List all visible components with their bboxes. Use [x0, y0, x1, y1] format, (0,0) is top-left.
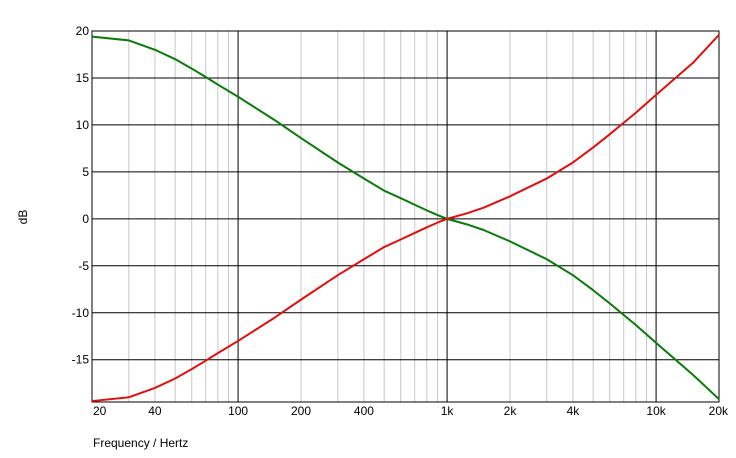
y-tick-label: -5 — [78, 259, 89, 273]
major-grid — [92, 30, 719, 402]
x-tick-label: 1k — [441, 404, 455, 418]
x-tick-label: 100 — [228, 404, 248, 418]
plot-frame — [91, 30, 720, 403]
x-tick-label: 20 — [93, 404, 107, 418]
x-tick-label: 4k — [567, 404, 581, 418]
series-layer — [91, 34, 720, 403]
y-tick-label: 0 — [82, 212, 89, 226]
x-tick-label: 2k — [504, 404, 518, 418]
series-line-1 — [91, 35, 720, 400]
x-tick-label: 20k — [709, 404, 729, 418]
x-axis-label: Frequency / Hertz — [93, 436, 188, 450]
y-tick-label: 5 — [82, 165, 89, 179]
y-tick-label: -15 — [72, 353, 90, 367]
x-tick-label: 400 — [354, 404, 374, 418]
y-tick-label: 20 — [76, 24, 90, 38]
y-tick-label: 10 — [76, 118, 90, 132]
y-tick-labels: 20 15 10 5 0 -5 -10 -15 — [72, 24, 90, 367]
y-tick-label: -10 — [72, 306, 90, 320]
y-tick-label: 15 — [76, 71, 90, 85]
x-tick-label: 40 — [148, 404, 162, 418]
y-axis-label: dB — [16, 210, 30, 225]
minor-grid — [128, 31, 648, 402]
x-tick-label: 200 — [291, 404, 311, 418]
x-tick-labels: 20 40 100 200 400 1k 2k 4k 10k 20k — [93, 404, 729, 418]
x-tick-label: 10k — [646, 404, 666, 418]
series-line-2 — [91, 34, 720, 403]
